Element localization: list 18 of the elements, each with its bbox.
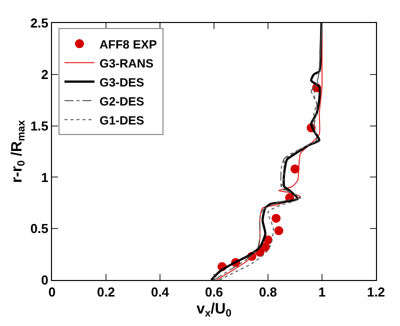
legend-label: G1-DES: [99, 113, 144, 128]
y-tick-label: 1: [41, 170, 48, 185]
y-tick-label: 2: [41, 66, 48, 82]
x-tick-label: 1: [318, 284, 326, 300]
x-tick-label: 1.2: [366, 284, 386, 300]
legend-label: G3-DES: [99, 75, 144, 90]
x-tick-label: 0.2: [96, 284, 116, 300]
y-tick-label: 0: [41, 272, 48, 288]
legend-label: G2-DES: [99, 94, 144, 108]
legend-label: AFF8 EXP: [99, 37, 157, 52]
legend-label: G3-RANS: [99, 56, 154, 70]
x-tick-label: 0.4: [150, 284, 170, 300]
x-tick-label: 0.8: [258, 284, 278, 300]
y-tick-label: 1.5: [30, 118, 48, 134]
y-tick-label: 2.5: [30, 16, 48, 31]
y-tick-label: 0.5: [30, 221, 48, 236]
x-axis-title: v$_{x}$/U$_{0}$: [196, 300, 232, 320]
x-tick-label: 0.6: [204, 284, 224, 300]
